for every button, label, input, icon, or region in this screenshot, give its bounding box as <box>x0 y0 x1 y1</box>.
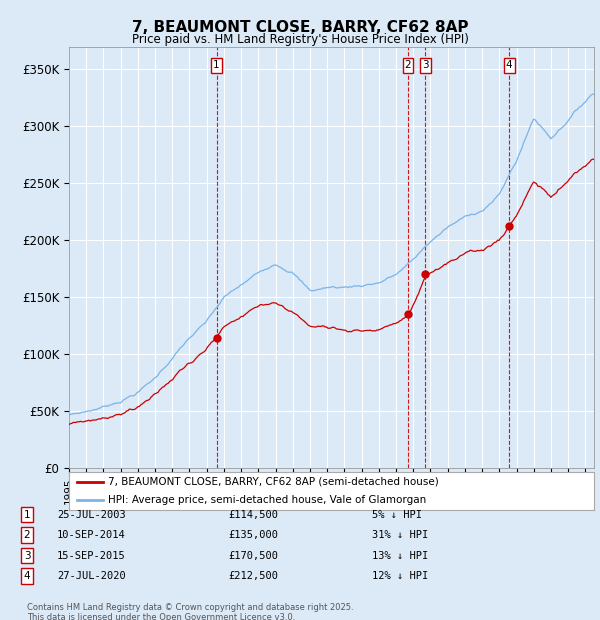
Text: Price paid vs. HM Land Registry's House Price Index (HPI): Price paid vs. HM Land Registry's House … <box>131 33 469 46</box>
Text: £114,500: £114,500 <box>228 510 278 520</box>
Text: £212,500: £212,500 <box>228 571 278 581</box>
Text: 7, BEAUMONT CLOSE, BARRY, CF62 8AP (semi-detached house): 7, BEAUMONT CLOSE, BARRY, CF62 8AP (semi… <box>109 477 439 487</box>
Text: 3: 3 <box>23 551 31 560</box>
Text: 27-JUL-2020: 27-JUL-2020 <box>57 571 126 581</box>
Text: 12% ↓ HPI: 12% ↓ HPI <box>372 571 428 581</box>
Text: HPI: Average price, semi-detached house, Vale of Glamorgan: HPI: Average price, semi-detached house,… <box>109 495 427 505</box>
Text: 13% ↓ HPI: 13% ↓ HPI <box>372 551 428 560</box>
Text: 4: 4 <box>506 61 512 71</box>
Text: £170,500: £170,500 <box>228 551 278 560</box>
Text: 2: 2 <box>404 61 411 71</box>
Text: 4: 4 <box>23 571 31 581</box>
Text: 1: 1 <box>213 61 220 71</box>
Text: 7, BEAUMONT CLOSE, BARRY, CF62 8AP: 7, BEAUMONT CLOSE, BARRY, CF62 8AP <box>132 20 468 35</box>
Text: 3: 3 <box>422 61 429 71</box>
Text: 1: 1 <box>23 510 31 520</box>
Text: £135,000: £135,000 <box>228 530 278 540</box>
Text: 5% ↓ HPI: 5% ↓ HPI <box>372 510 422 520</box>
Text: 10-SEP-2014: 10-SEP-2014 <box>57 530 126 540</box>
Text: 31% ↓ HPI: 31% ↓ HPI <box>372 530 428 540</box>
Text: 25-JUL-2003: 25-JUL-2003 <box>57 510 126 520</box>
Text: 15-SEP-2015: 15-SEP-2015 <box>57 551 126 560</box>
Text: 2: 2 <box>23 530 31 540</box>
Text: Contains HM Land Registry data © Crown copyright and database right 2025.
This d: Contains HM Land Registry data © Crown c… <box>27 603 353 620</box>
